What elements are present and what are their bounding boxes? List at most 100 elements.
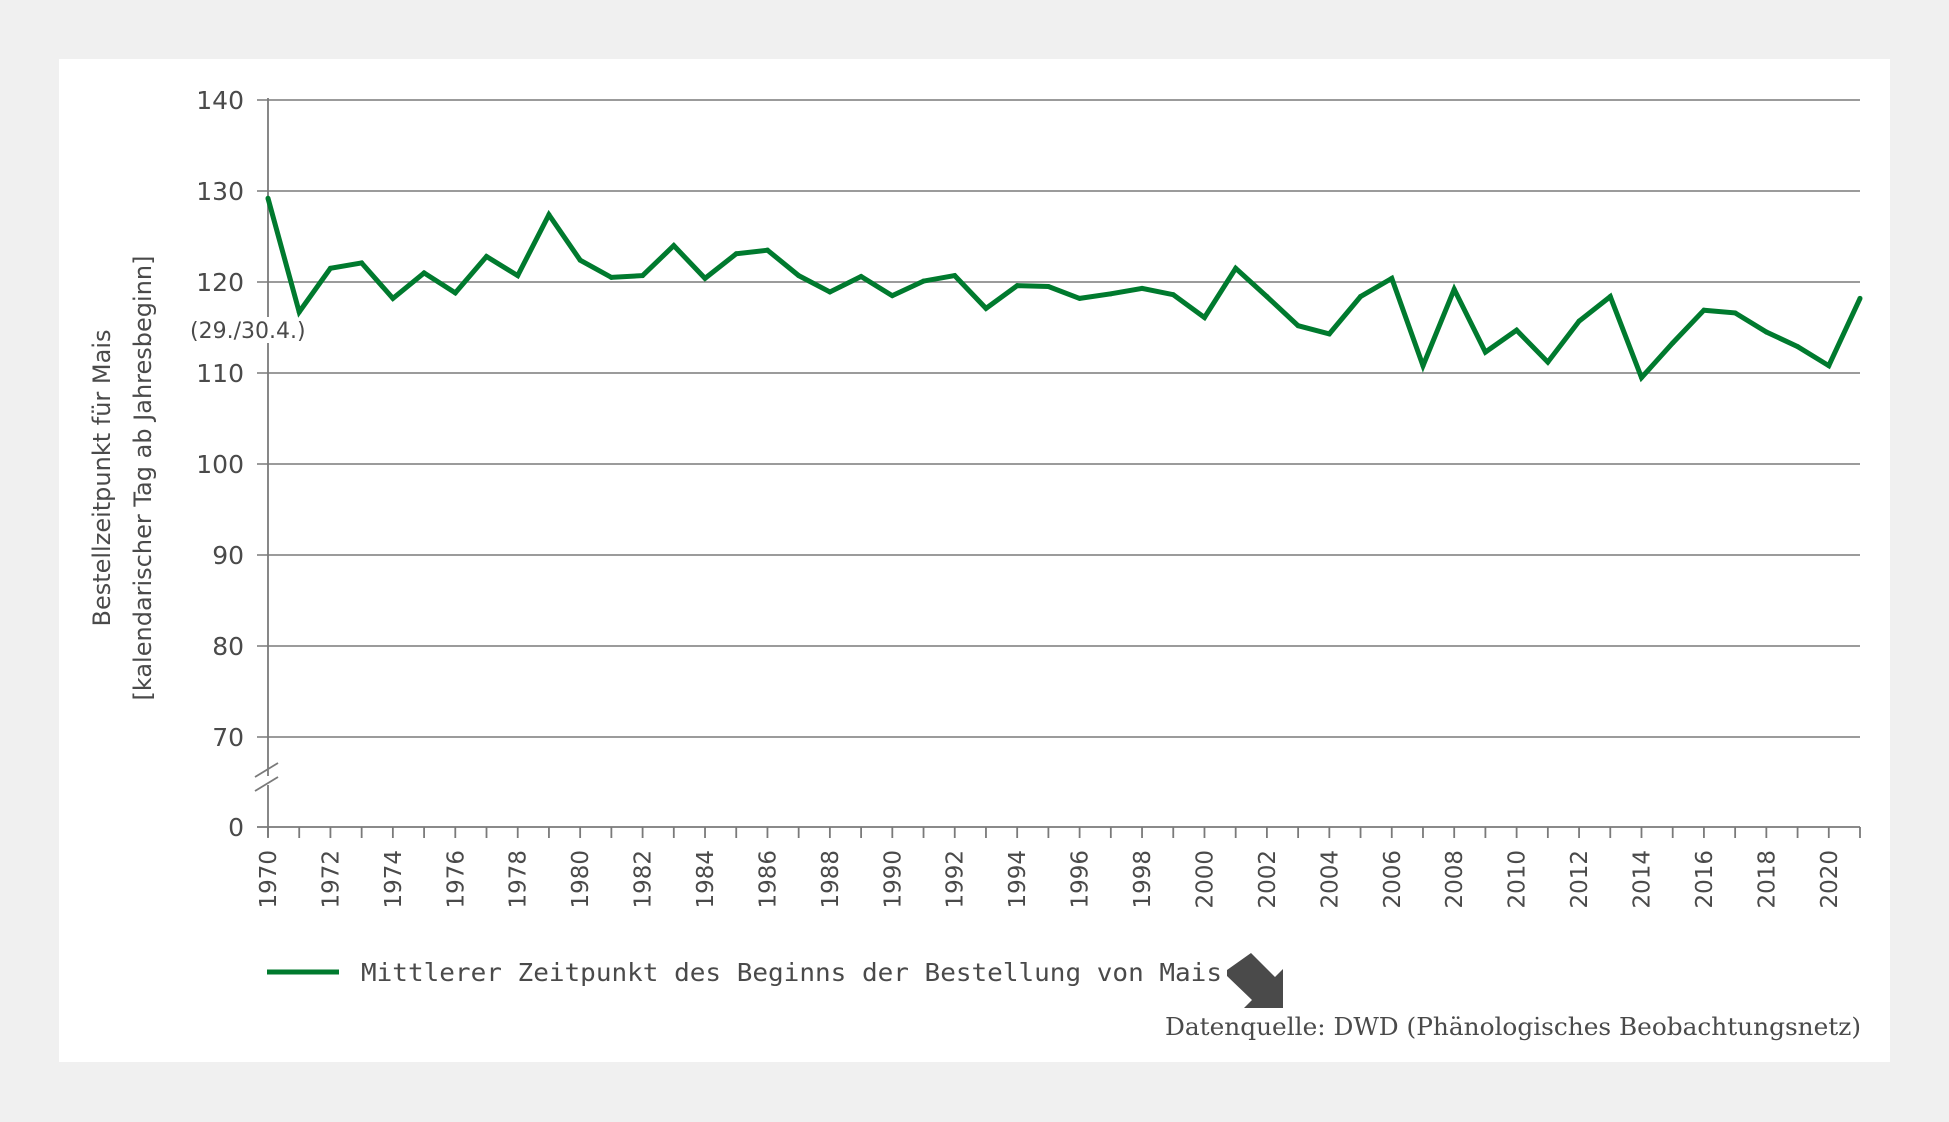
x-tick-label-1978: 1978 [506,850,532,909]
data-source: Datenquelle: DWD (Phänologisches Beobach… [1165,1013,1861,1041]
gridlines [257,99,1860,738]
x-tick-label-1990: 1990 [880,850,906,909]
data-point-1975 [421,270,427,276]
data-point-1976 [452,290,458,296]
x-axis-ticks: 1970 1972 1974 1976 1978 1980 1982 1984 1986 1988… [256,827,1861,909]
x-tick-label-2010: 2010 [1505,850,1531,909]
data-point-1998 [1139,285,1145,291]
data-point-1980 [577,257,583,263]
data-point-2006 [1389,275,1395,281]
x-tick-label-2008: 2008 [1442,850,1468,909]
axis-break-mark-bottom [254,776,279,792]
data-point-2019 [1795,344,1801,350]
data-point-1995 [1045,284,1051,290]
data-point-1979 [546,212,552,218]
y-tick-label-70: 70 [212,723,244,752]
data-point-1985 [733,251,739,257]
data-point-2021 [1857,295,1863,301]
data-point-1972 [327,265,333,271]
data-point-1997 [1108,291,1114,297]
data-point-1973 [359,260,365,266]
axis-break-mark-top [254,762,279,778]
x-tick-label-1986: 1986 [755,850,781,909]
data-point-2005 [1358,294,1364,300]
data-point-1983 [671,243,677,249]
x-tick-label-1980: 1980 [568,850,594,909]
y-tick-label-100: 100 [196,450,244,479]
data-point-1991 [921,278,927,284]
y-axis-label-line-1: Bestellzeitpunkt für Mais [88,329,116,626]
x-tick-label-1994: 1994 [1005,850,1031,909]
y-tick-label-140: 140 [196,86,244,115]
x-tick-label-1982: 1982 [631,850,657,909]
y-tick-label-80: 80 [212,632,244,661]
x-tick-label-2004: 2004 [1317,850,1343,909]
y-tick-label-130: 130 [196,177,244,206]
data-point-1982 [640,273,646,279]
data-point-1987 [796,273,802,279]
annotation-date: (29./30.4.) [190,319,306,344]
data-point-2004 [1326,331,1332,337]
x-tick-label-1974: 1974 [381,850,407,909]
x-tick-label-1984: 1984 [693,850,719,909]
data-point-1984 [702,275,708,281]
data-point-1970 [265,195,271,201]
x-tick-label-1992: 1992 [943,850,969,909]
legend: Mittlerer Zeitpunkt des Beginns der Best… [267,953,1283,1008]
data-point-1978 [515,273,521,279]
arrow-down-right-icon [1227,953,1283,1008]
x-tick-label-1998: 1998 [1130,850,1156,909]
chart-panel: 0 70 80 90 100 110 120 130 140 1970 1972 1974 1976 1… [59,59,1890,1062]
annotation-axis-mask [262,317,272,343]
data-point-2009 [1482,349,1488,355]
data-point-2011 [1545,359,1551,365]
y-axis-label-line-2: [kalendarischer Tag ab Jahresbeginn] [129,256,157,701]
data-point-2018 [1763,329,1769,335]
x-tick-label-1976: 1976 [443,850,469,909]
data-point-2014 [1638,375,1644,381]
x-tick-label-1988: 1988 [818,850,844,909]
data-point-1999 [1170,292,1176,298]
x-tick-label-1970: 1970 [256,850,282,909]
x-tick-label-2018: 2018 [1754,850,1780,909]
data-point-1988 [827,289,833,295]
y-axis-ticks: 0 70 80 90 100 110 120 130 140 [196,86,244,842]
data-point-2003 [1295,323,1301,329]
x-tick-label-2020: 2020 [1817,850,1843,909]
data-point-2013 [1607,294,1613,300]
x-tick-label-1972: 1972 [318,850,344,909]
data-point-2000 [1201,314,1207,320]
data-point-2007 [1420,363,1426,369]
data-point-1974 [390,295,396,301]
y-tick-label-110: 110 [196,359,244,388]
y-tick-label-90: 90 [212,541,244,570]
data-point-1986 [764,247,770,253]
axes [254,98,1860,837]
series-layer [265,195,1863,383]
x-tick-label-2000: 2000 [1192,850,1218,909]
data-point-1996 [1077,295,1083,301]
data-point-2020 [1826,363,1832,369]
data-point-2016 [1701,307,1707,313]
data-point-1989 [858,274,864,280]
data-point-1994 [1014,283,1020,289]
x-tick-label-2002: 2002 [1255,850,1281,909]
y-tick-label-0: 0 [228,813,244,842]
data-point-2010 [1514,327,1520,333]
data-point-2001 [1233,265,1239,271]
data-point-2002 [1264,294,1270,300]
data-point-1990 [889,293,895,299]
data-point-2015 [1670,340,1676,346]
data-point-2012 [1576,318,1582,324]
x-tick-label-2014: 2014 [1629,850,1655,909]
data-point-1992 [952,273,958,279]
data-point-1977 [484,254,490,260]
x-tick-label-2012: 2012 [1567,850,1593,909]
series-line-0 [265,197,1863,383]
legend-label: Mittlerer Zeitpunkt des Beginns der Best… [361,958,1222,987]
x-tick-label-1996: 1996 [1068,850,1094,909]
x-tick-label-2016: 2016 [1692,850,1718,909]
y-tick-label-120: 120 [196,268,244,297]
data-point-1971 [296,309,302,315]
